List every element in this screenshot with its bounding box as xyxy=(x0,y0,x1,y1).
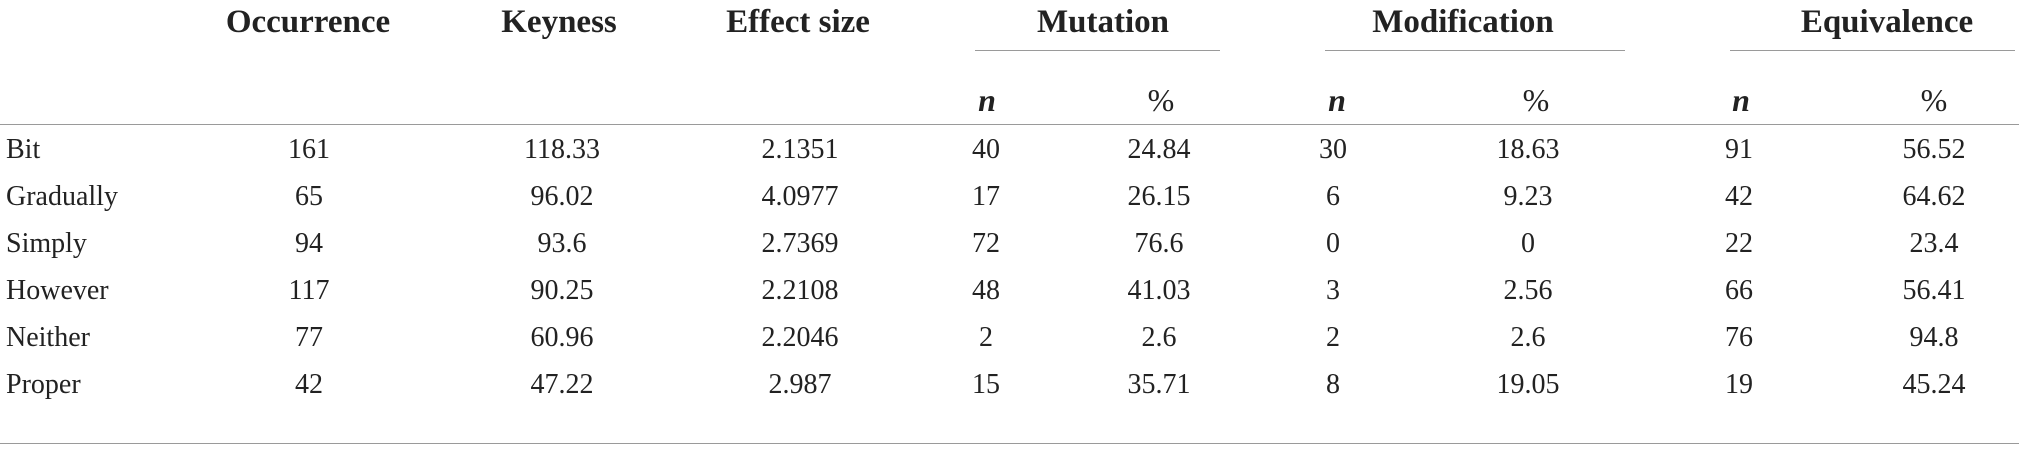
equivalence-group-rule xyxy=(1730,50,2015,51)
cell-eq-pct: 56.52 xyxy=(1902,134,1966,165)
cell-eq-pct: 64.62 xyxy=(1902,181,1966,212)
header-rule xyxy=(0,124,2019,125)
cell-eq-n: 42 xyxy=(1725,181,1753,212)
cell-eq-n: 76 xyxy=(1725,322,1753,353)
cell-mut-n: 2 xyxy=(979,322,993,353)
cell-word: Gradually xyxy=(6,181,118,212)
cell-eq-pct: 23.4 xyxy=(1909,228,1959,259)
header-modification: Modification xyxy=(1372,4,1554,40)
header-mutation: Mutation xyxy=(1037,4,1169,40)
cell-mod-pct: 2.56 xyxy=(1503,275,1553,306)
cell-mod-n: 30 xyxy=(1319,134,1347,165)
cell-eq-pct: 45.24 xyxy=(1902,369,1966,400)
subheader-mutation-n: n xyxy=(978,82,996,118)
cell-eq-n: 66 xyxy=(1725,275,1753,306)
cell-mod-n: 0 xyxy=(1326,228,1340,259)
cell-eq-pct: 56.41 xyxy=(1902,275,1966,306)
cell-effect: 2.7369 xyxy=(761,228,839,259)
subheader-equivalence-pct: % xyxy=(1920,82,1948,118)
cell-mut-pct: 76.6 xyxy=(1134,228,1184,259)
cell-mod-n: 6 xyxy=(1326,181,1340,212)
cell-word: Proper xyxy=(6,369,81,400)
cell-mod-pct: 2.6 xyxy=(1510,322,1546,353)
cell-word: Neither xyxy=(6,322,90,353)
cell-occurrence: 65 xyxy=(295,181,323,212)
cell-mut-n: 15 xyxy=(972,369,1000,400)
cell-mut-pct: 26.15 xyxy=(1127,181,1191,212)
header-equivalence: Equivalence xyxy=(1800,4,1974,40)
cell-mut-n: 72 xyxy=(972,228,1000,259)
cell-effect: 4.0977 xyxy=(761,181,839,212)
cell-mut-pct: 35.71 xyxy=(1127,369,1191,400)
cell-mod-n: 2 xyxy=(1326,322,1340,353)
cell-word: However xyxy=(6,275,109,306)
bottom-rule xyxy=(0,443,2019,444)
cell-mut-pct: 24.84 xyxy=(1127,134,1191,165)
cell-keyness: 60.96 xyxy=(530,322,594,353)
cell-mod-pct: 9.23 xyxy=(1503,181,1553,212)
header-effect-size: Effect size xyxy=(726,4,870,40)
cell-mod-pct: 0 xyxy=(1521,228,1535,259)
subheader-equivalence-n: n xyxy=(1732,82,1750,118)
cell-mod-n: 3 xyxy=(1326,275,1340,306)
cell-eq-pct: 94.8 xyxy=(1909,322,1959,353)
cell-mod-pct: 18.63 xyxy=(1496,134,1560,165)
cell-mut-pct: 2.6 xyxy=(1141,322,1177,353)
cell-effect: 2.1351 xyxy=(761,134,839,165)
modification-group-rule xyxy=(1325,50,1625,51)
cell-mut-n: 48 xyxy=(972,275,1000,306)
cell-keyness: 96.02 xyxy=(530,181,594,212)
cell-mod-pct: 19.05 xyxy=(1496,369,1560,400)
header-occurrence: Occurrence xyxy=(225,4,391,40)
cell-word: Bit xyxy=(6,134,41,165)
cell-occurrence: 42 xyxy=(295,369,323,400)
cell-effect: 2.2046 xyxy=(761,322,839,353)
cell-word: Simply xyxy=(6,228,87,259)
cell-occurrence: 117 xyxy=(288,275,330,306)
subheader-modification-n: n xyxy=(1328,82,1346,118)
cell-occurrence: 161 xyxy=(288,134,330,165)
cell-keyness: 93.6 xyxy=(537,228,587,259)
cell-effect: 2.987 xyxy=(768,369,832,400)
cell-keyness: 90.25 xyxy=(530,275,594,306)
cell-eq-n: 22 xyxy=(1725,228,1753,259)
cell-keyness: 118.33 xyxy=(524,134,600,165)
mutation-group-rule xyxy=(975,50,1220,51)
header-keyness: Keyness xyxy=(501,4,617,40)
cell-occurrence: 77 xyxy=(295,322,323,353)
cell-eq-n: 91 xyxy=(1725,134,1753,165)
cell-mut-pct: 41.03 xyxy=(1127,275,1191,306)
cell-effect: 2.2108 xyxy=(761,275,839,306)
cell-occurrence: 94 xyxy=(295,228,323,259)
cell-mut-n: 40 xyxy=(972,134,1000,165)
subheader-modification-pct: % xyxy=(1522,82,1550,118)
cell-keyness: 47.22 xyxy=(530,369,594,400)
subheader-mutation-pct: % xyxy=(1147,82,1175,118)
cell-eq-n: 19 xyxy=(1725,369,1753,400)
cell-mod-n: 8 xyxy=(1326,369,1340,400)
cell-mut-n: 17 xyxy=(972,181,1000,212)
